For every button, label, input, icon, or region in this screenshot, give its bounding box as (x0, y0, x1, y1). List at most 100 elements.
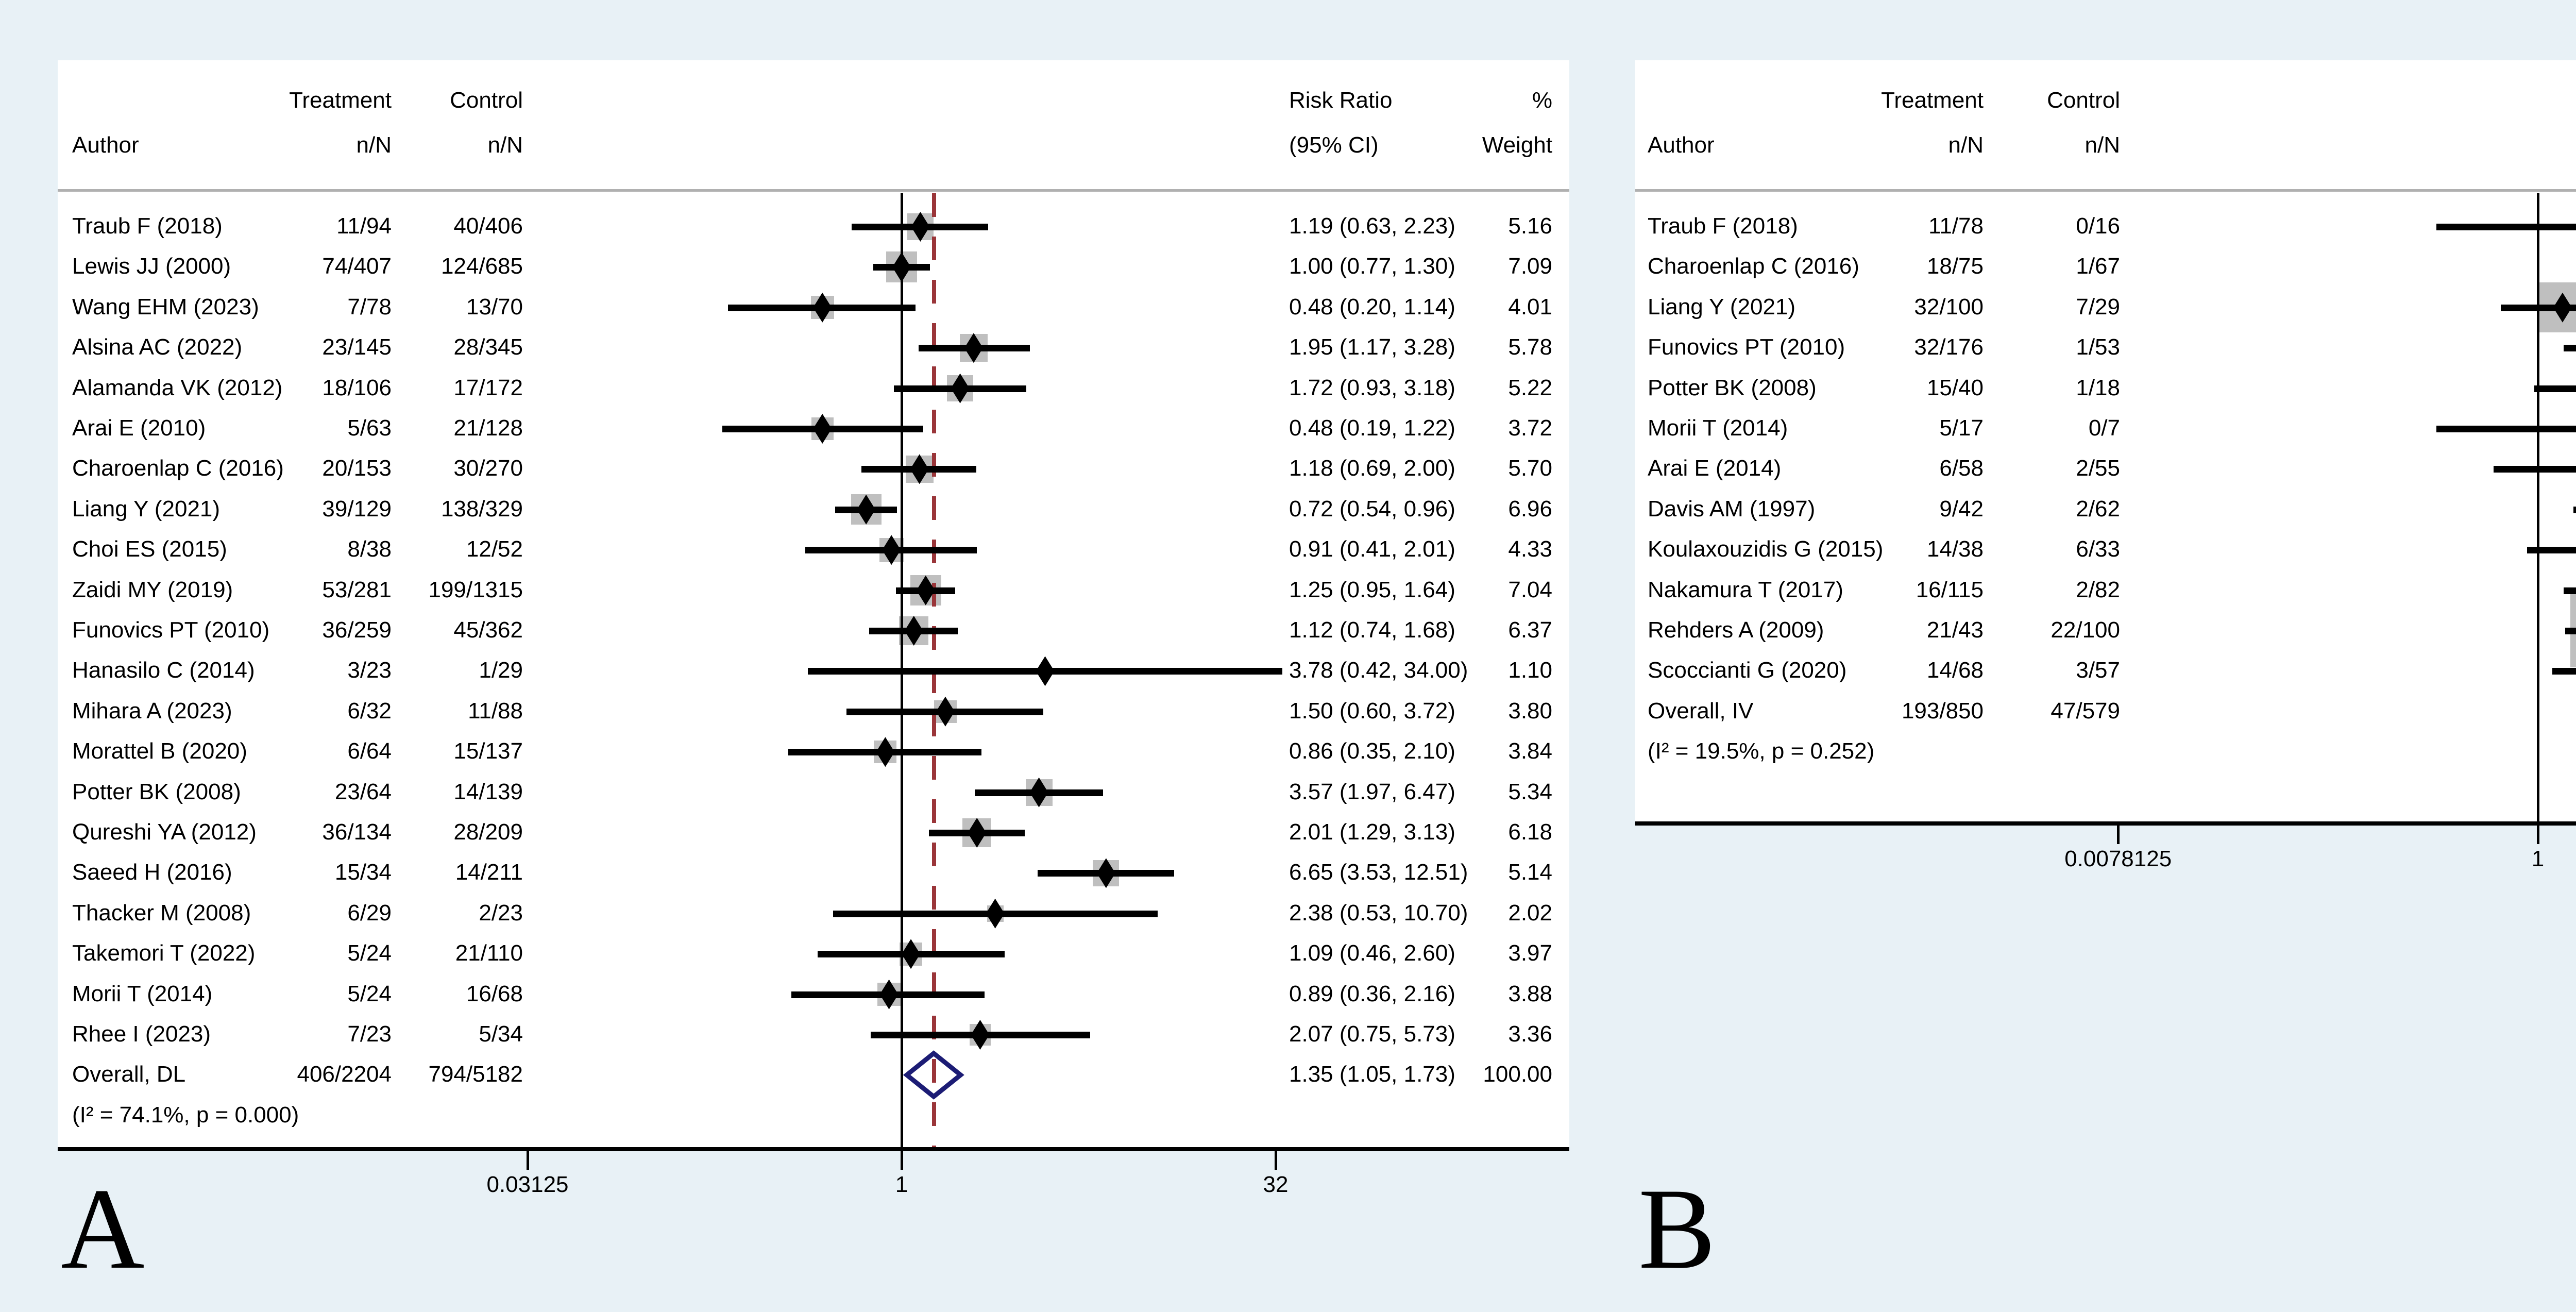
study-rr-ci: 3.78 (0.42, 34.00) (1289, 658, 1468, 683)
study-author: Thacker M (2008) (72, 900, 251, 926)
study-control-nn: 15/137 (453, 738, 523, 764)
study-author: Nakamura T (2017) (1648, 577, 1843, 602)
study-control-nn: 1/67 (2076, 254, 2120, 279)
header-control-nn: n/N (487, 132, 523, 158)
study-treatment-nn: 74/407 (322, 254, 392, 279)
study-author: Zaidi MY (2019) (72, 577, 233, 602)
study-treatment-nn: 32/176 (1914, 334, 1984, 360)
study-weight: 5.78 (1508, 334, 1552, 360)
axis-tick-label: 1 (895, 1171, 908, 1197)
study-control-nn: 30/270 (453, 456, 523, 481)
header-author: Author (72, 132, 139, 158)
study-author: Traub F (2018) (1648, 213, 1798, 239)
study-author: Alsina AC (2022) (72, 334, 243, 360)
axis-tick (2117, 826, 2120, 844)
study-treatment-nn: 15/34 (334, 860, 392, 885)
study-rr-ci-overall: 1.35 (1.05, 1.73) (1289, 1062, 1455, 1087)
study-author: Takemori T (2022) (72, 940, 256, 966)
study-control-nn-overall: 794/5182 (428, 1062, 523, 1087)
study-treatment-nn: 36/259 (322, 617, 392, 643)
study-weight: 7.09 (1508, 254, 1552, 279)
study-control-nn: 199/1315 (428, 577, 523, 602)
header-weight: Weight (1482, 132, 1552, 158)
study-treatment-nn: 5/24 (347, 981, 392, 1006)
study-treatment-nn: 32/100 (1914, 294, 1984, 319)
ci-whisker (2527, 547, 2576, 554)
study-control-nn: 1/53 (2076, 334, 2120, 360)
study-author: Saeed H (2016) (72, 860, 232, 885)
study-weight: 3.97 (1508, 940, 1552, 966)
study-control-nn: 17/172 (453, 375, 523, 400)
study-weight: 5.14 (1508, 860, 1552, 885)
overall-diamond (903, 1050, 965, 1100)
study-treatment-nn: 11/78 (1928, 213, 1984, 239)
study-weight: 5.16 (1508, 213, 1552, 239)
study-rr-ci: 0.89 (0.36, 2.16) (1289, 981, 1455, 1006)
study-treatment-nn: 5/63 (347, 415, 392, 441)
study-rr-ci: 1.72 (0.93, 3.18) (1289, 375, 1455, 400)
study-control-nn: 0/7 (2088, 415, 2120, 441)
header-effect-line2: (95% CI) (1289, 132, 1379, 158)
study-author: Choi ES (2015) (72, 536, 227, 562)
study-author: Funovics PT (2010) (1648, 334, 1845, 360)
study-control-nn: 28/345 (453, 334, 523, 360)
study-control-nn: 124/685 (440, 254, 523, 279)
study-treatment-nn: 5/17 (1939, 415, 1984, 441)
ci-whisker (2494, 466, 2576, 473)
heterogeneity-note: (I² = 19.5%, p = 0.252) (1648, 738, 1875, 764)
study-rr-ci: 0.48 (0.20, 1.14) (1289, 294, 1455, 319)
study-author: Wang EHM (2023) (72, 294, 259, 319)
study-treatment-nn: 15/40 (1926, 375, 1984, 400)
study-rr-ci: 2.38 (0.53, 10.70) (1289, 900, 1468, 926)
study-weight: 3.88 (1508, 981, 1552, 1006)
study-treatment-nn: 21/43 (1926, 617, 1984, 643)
study-rr-ci: 1.95 (1.17, 3.28) (1289, 334, 1455, 360)
study-control-nn: 2/62 (2076, 496, 2120, 522)
study-rr-ci: 0.86 (0.35, 2.10) (1289, 738, 1455, 764)
study-control-nn: 3/57 (2076, 658, 2120, 683)
x-axis-line (1635, 821, 2576, 826)
study-treatment-nn: 8/38 (347, 536, 392, 562)
study-control-nn: 2/82 (2076, 577, 2120, 602)
axis-tick-label: 1 (2531, 846, 2545, 871)
study-treatment-nn: 3/23 (347, 658, 392, 683)
study-control-nn: 1/18 (2076, 375, 2120, 400)
study-control-nn: 45/362 (453, 617, 523, 643)
study-treatment-nn: 14/68 (1926, 658, 1984, 683)
study-author: Potter BK (2008) (72, 779, 241, 804)
study-weight: 1.10 (1508, 658, 1552, 683)
study-control-nn: 14/139 (453, 779, 523, 804)
study-control-nn: 2/23 (479, 900, 523, 926)
study-treatment-nn: 18/75 (1926, 254, 1984, 279)
heterogeneity-note: (I² = 74.1%, p = 0.000) (72, 1102, 299, 1128)
study-treatment-nn: 5/24 (347, 940, 392, 966)
header-control: Control (2047, 87, 2120, 113)
study-treatment-nn: 39/129 (322, 496, 392, 522)
study-control-nn: 138/329 (440, 496, 523, 522)
axis-tick-label: 0.03125 (486, 1171, 569, 1197)
study-control-nn: 7/29 (2076, 294, 2120, 319)
study-author: Rhee I (2023) (72, 1021, 211, 1047)
study-author: Liang Y (2021) (1648, 294, 1796, 319)
ci-whisker (2436, 426, 2576, 432)
study-control-nn: 1/29 (479, 658, 523, 683)
study-treatment-nn: 23/64 (334, 779, 392, 804)
study-weight: 5.70 (1508, 456, 1552, 481)
point-estimate-marker (1036, 656, 1055, 686)
study-treatment-nn-overall: 193/850 (1901, 698, 1984, 724)
study-treatment-nn: 9/42 (1939, 496, 1984, 522)
ci-whisker (2564, 587, 2576, 594)
study-control-nn: 0/16 (2076, 213, 2120, 239)
study-author: Qureshi YA (2012) (72, 819, 257, 845)
study-control-nn: 6/33 (2076, 536, 2120, 562)
study-rr-ci: 2.01 (1.29, 3.13) (1289, 819, 1455, 845)
study-weight: 5.22 (1508, 375, 1552, 400)
study-author: Lewis JJ (2000) (72, 254, 231, 279)
study-rr-ci: 6.65 (3.53, 12.51) (1289, 860, 1468, 885)
study-rr-ci: 1.50 (0.60, 3.72) (1289, 698, 1455, 724)
study-rr-ci: 1.12 (0.74, 1.68) (1289, 617, 1455, 643)
study-weight: 6.37 (1508, 617, 1552, 643)
axis-tick-label: 0.0078125 (2064, 846, 2172, 871)
study-author: Mihara A (2023) (72, 698, 232, 724)
study-rr-ci: 1.18 (0.69, 2.00) (1289, 456, 1455, 481)
